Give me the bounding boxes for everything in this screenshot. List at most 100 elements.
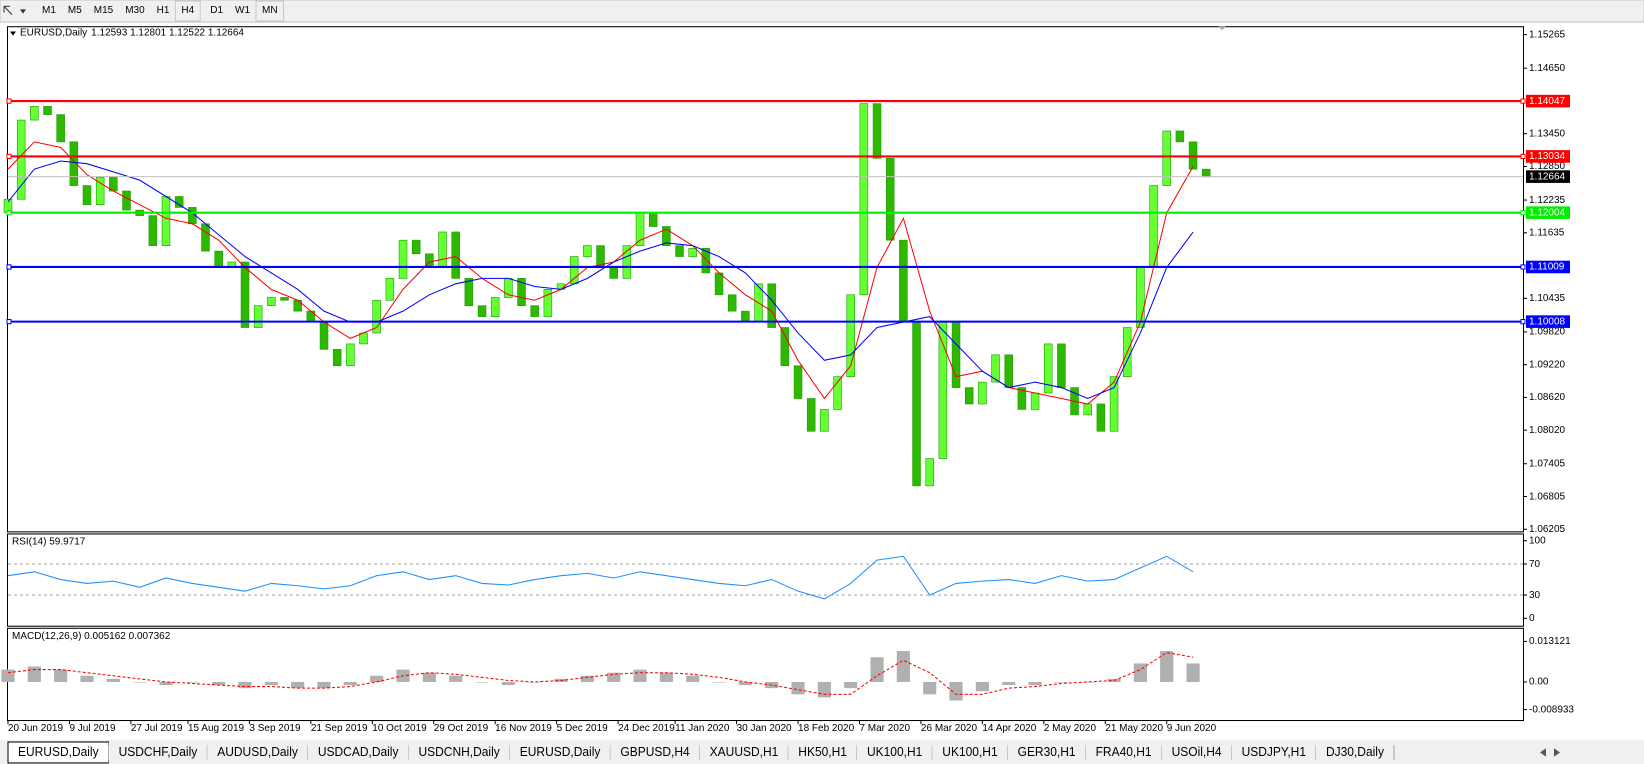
- tab-label[interactable]: UK100,H1: [942, 745, 997, 759]
- macd-bar: [817, 681, 831, 698]
- tab-frame[interactable]: [1315, 741, 1394, 763]
- candle: [1201, 168, 1211, 178]
- symbol-tab[interactable]: UK100,H1: [856, 741, 933, 763]
- collapse-arrow[interactable]: [10, 31, 16, 36]
- timeframe-label[interactable]: W1: [235, 5, 250, 16]
- symbol-tab[interactable]: EURUSD,Daily: [509, 741, 611, 763]
- tab-label[interactable]: HK50,H1: [798, 745, 847, 759]
- tab-frame[interactable]: [1007, 741, 1086, 763]
- candle: [122, 190, 131, 211]
- tab-frame[interactable]: [788, 741, 857, 763]
- tab-label[interactable]: USDCHF,Daily: [119, 745, 198, 759]
- candle: [411, 239, 421, 255]
- timeframe-label[interactable]: M5: [68, 5, 82, 16]
- timeframe-frame[interactable]: [255, 0, 285, 22]
- timeframe-button[interactable]: MN: [255, 0, 285, 22]
- symbol-tab[interactable]: EURUSD,Daily: [7, 741, 110, 764]
- tab-frame[interactable]: [610, 741, 700, 763]
- dropdown-arrow[interactable]: [20, 9, 26, 14]
- tab-label[interactable]: EURUSD,Daily: [520, 745, 601, 759]
- timeframe-label[interactable]: H4: [181, 5, 194, 16]
- tab-frame[interactable]: [1085, 741, 1162, 763]
- tab-frame[interactable]: [932, 741, 1008, 763]
- tab-frame[interactable]: [1161, 741, 1232, 763]
- level-handle[interactable]: [1520, 153, 1526, 160]
- timeframe-label[interactable]: M1: [42, 5, 56, 16]
- timeframe-label[interactable]: D1: [210, 5, 223, 16]
- candle: [530, 305, 539, 317]
- macd-bar: [1054, 681, 1068, 683]
- tab-frame[interactable]: [699, 741, 789, 763]
- tab-label[interactable]: EURUSD,Daily: [18, 745, 99, 759]
- tab-frame[interactable]: [856, 741, 933, 763]
- level-handle[interactable]: [6, 319, 12, 325]
- candle: [899, 239, 908, 323]
- symbol-tab[interactable]: AUDUSD,Daily: [207, 741, 309, 763]
- timeframe-label[interactable]: MN: [262, 5, 278, 16]
- tab-label[interactable]: USDCAD,Daily: [318, 745, 399, 759]
- timeframe-frame[interactable]: [174, 0, 201, 22]
- candle: [517, 278, 526, 307]
- candle: [253, 305, 263, 328]
- y-tick-label: 1.13450: [1529, 128, 1565, 139]
- macd-bar: [1186, 663, 1200, 682]
- tab-scroll-right[interactable]: [1554, 748, 1560, 757]
- symbol-tab[interactable]: USOil,H4: [1161, 741, 1233, 763]
- level-handle[interactable]: [1520, 319, 1526, 325]
- x-tick-label: 10 Oct 2019: [372, 723, 427, 734]
- level-handle[interactable]: [6, 210, 12, 216]
- timeframe-label[interactable]: M30: [125, 5, 145, 16]
- level-handle[interactable]: [6, 264, 12, 270]
- tab-label[interactable]: DJ30,Daily: [1326, 745, 1385, 759]
- x-tick-label: 20 Jun 2019: [8, 723, 63, 734]
- symbol-tab[interactable]: GER30,H1: [1007, 741, 1087, 763]
- timeframe-button[interactable]: D1: [204, 1, 229, 21]
- symbol-tab[interactable]: HK50,H1: [788, 741, 858, 763]
- symbol-tab[interactable]: USDJPY,H1: [1231, 741, 1317, 763]
- tab-label[interactable]: XAUUSD,H1: [710, 745, 779, 759]
- timeframe-button[interactable]: W1: [229, 1, 256, 21]
- candle: [1057, 343, 1066, 388]
- tab-frame[interactable]: [108, 741, 208, 763]
- level-handle[interactable]: [1520, 98, 1526, 104]
- tab-label[interactable]: UK100,H1: [867, 745, 922, 759]
- tab-frame[interactable]: [509, 741, 611, 763]
- timeframe-label[interactable]: H1: [157, 5, 170, 16]
- timeframe-button[interactable]: M1: [36, 1, 62, 21]
- tab-label[interactable]: AUDUSD,Daily: [217, 745, 298, 759]
- tab-frame[interactable]: [408, 741, 510, 763]
- timeframe-label[interactable]: M15: [94, 5, 114, 16]
- symbol-tab[interactable]: FRA40,H1: [1085, 741, 1163, 763]
- timeframe-button[interactable]: M5: [62, 1, 88, 21]
- symbol-tab[interactable]: XAUUSD,H1: [699, 741, 789, 763]
- tab-label[interactable]: GBPUSD,H4: [620, 745, 689, 759]
- tab-scroll-left[interactable]: [1540, 748, 1546, 757]
- timeframe-button[interactable]: H1: [151, 1, 176, 21]
- x-tick-label: 14 Apr 2020: [982, 723, 1036, 734]
- tab-label[interactable]: USDCNH,Daily: [418, 745, 500, 759]
- tab-frame[interactable]: [307, 741, 409, 763]
- level-handle[interactable]: [6, 153, 12, 160]
- symbol-tab[interactable]: USDCAD,Daily: [307, 741, 409, 763]
- symbol-tab[interactable]: UK100,H1: [932, 741, 1009, 763]
- symbol-tab[interactable]: USDCNH,Daily: [408, 741, 511, 763]
- tab-label[interactable]: FRA40,H1: [1096, 745, 1152, 759]
- tab-label[interactable]: USDJPY,H1: [1242, 745, 1307, 759]
- level-handle[interactable]: [1520, 210, 1526, 216]
- cursor-icon[interactable]: [3, 5, 13, 16]
- symbol-tab[interactable]: GBPUSD,H4: [610, 741, 701, 763]
- timeframe-button[interactable]: M15: [88, 1, 119, 21]
- tab-label[interactable]: GER30,H1: [1018, 745, 1076, 759]
- y-tick-label: 1.08620: [1529, 392, 1565, 403]
- tab-frame[interactable]: [1231, 741, 1316, 763]
- timeframe-button[interactable]: M30: [119, 1, 150, 21]
- level-label: 1.10008: [1529, 316, 1565, 327]
- level-handle[interactable]: [1520, 264, 1526, 270]
- candle: [688, 248, 697, 257]
- timeframe-button[interactable]: H4: [174, 0, 201, 22]
- tab-label[interactable]: USOil,H4: [1172, 745, 1222, 759]
- level-handle[interactable]: [6, 98, 12, 104]
- symbol-tab[interactable]: DJ30,Daily: [1315, 741, 1395, 763]
- symbol-tab[interactable]: USDCHF,Daily: [108, 741, 208, 763]
- tab-frame[interactable]: [207, 741, 308, 763]
